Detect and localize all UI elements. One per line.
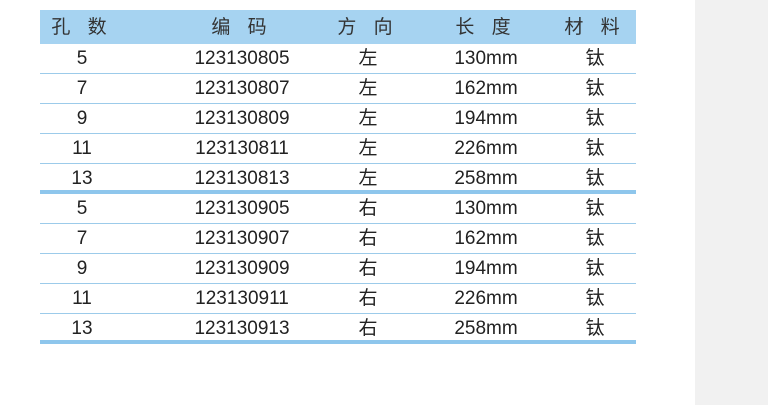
header-holes: 孔 数 — [51, 17, 113, 38]
cell-length: 194mm — [454, 108, 518, 129]
cell-direction: 右 — [358, 198, 378, 219]
table-row: 11 123130811 左 226mm 钛 — [40, 134, 636, 164]
cell-length: 258mm — [454, 318, 518, 339]
header-material: 材 料 — [564, 17, 626, 38]
cell-length: 226mm — [454, 138, 518, 159]
cell-direction: 左 — [358, 168, 378, 189]
cell-code: 123130905 — [194, 198, 290, 219]
cell-material: 钛 — [585, 138, 605, 159]
cell-direction: 左 — [358, 108, 378, 129]
cell-direction: 右 — [358, 258, 378, 279]
cell-holes: 5 — [76, 48, 88, 69]
cell-material: 钛 — [585, 258, 605, 279]
cell-length: 194mm — [454, 258, 518, 279]
cell-holes: 13 — [71, 168, 93, 189]
cell-material: 钛 — [585, 318, 605, 339]
cell-direction: 右 — [358, 318, 378, 339]
cell-length: 162mm — [454, 78, 518, 99]
cell-holes: 5 — [76, 198, 88, 219]
cell-material: 钛 — [585, 168, 605, 189]
cell-code: 123130811 — [195, 138, 289, 159]
table-row: 5 123130905 右 130mm 钛 — [40, 194, 636, 224]
cell-material: 钛 — [585, 228, 605, 249]
cell-material: 钛 — [585, 288, 605, 309]
cell-length: 130mm — [454, 48, 518, 69]
table-row: 7 123130907 右 162mm 钛 — [40, 224, 636, 254]
cell-material: 钛 — [585, 108, 605, 129]
cell-direction: 左 — [358, 48, 378, 69]
cell-direction: 右 — [358, 228, 378, 249]
cell-material: 钛 — [585, 48, 605, 69]
cell-code: 123130805 — [194, 48, 290, 69]
cell-holes: 11 — [72, 138, 92, 159]
table-row: 13 123130813 左 258mm 钛 — [40, 164, 636, 194]
table-row: 9 123130809 左 194mm 钛 — [40, 104, 636, 134]
cell-holes: 13 — [71, 318, 93, 339]
cell-holes: 9 — [76, 258, 88, 279]
cell-holes: 11 — [72, 288, 92, 309]
cell-length: 258mm — [454, 168, 518, 189]
cell-material: 钛 — [585, 198, 605, 219]
product-table: 孔 数 编 码 方 向 长 度 材 料 5 123130805 左 130mm 钛 7 12… — [40, 10, 636, 344]
header-code: 编 码 — [211, 17, 273, 38]
table-row: 13 123130913 右 258mm 钛 — [40, 314, 636, 344]
header-direction: 方 向 — [337, 17, 399, 38]
table-row: 5 123130805 左 130mm 钛 — [40, 44, 636, 74]
cell-code: 123130911 — [195, 288, 289, 309]
cell-code: 123130913 — [194, 318, 290, 339]
cell-code: 123130907 — [194, 228, 290, 249]
table-row: 9 123130909 右 194mm 钛 — [40, 254, 636, 284]
cell-length: 226mm — [454, 288, 518, 309]
cell-length: 130mm — [454, 198, 518, 219]
cell-material: 钛 — [585, 78, 605, 99]
table-row: 11 123130911 右 226mm 钛 — [40, 284, 636, 314]
table-row: 7 123130807 左 162mm 钛 — [40, 74, 636, 104]
cell-direction: 右 — [358, 288, 378, 309]
cell-code: 123130809 — [194, 108, 290, 129]
header-length: 长 度 — [455, 17, 517, 38]
cell-code: 123130813 — [194, 168, 290, 189]
cell-direction: 左 — [358, 138, 378, 159]
cell-code: 123130909 — [194, 258, 290, 279]
cell-length: 162mm — [454, 228, 518, 249]
cell-holes: 9 — [76, 108, 88, 129]
cell-direction: 左 — [358, 78, 378, 99]
cell-code: 123130807 — [194, 78, 290, 99]
cell-holes: 7 — [76, 78, 88, 99]
side-panel — [695, 0, 768, 405]
cell-holes: 7 — [76, 228, 88, 249]
table-header: 孔 数 编 码 方 向 长 度 材 料 — [40, 10, 636, 44]
